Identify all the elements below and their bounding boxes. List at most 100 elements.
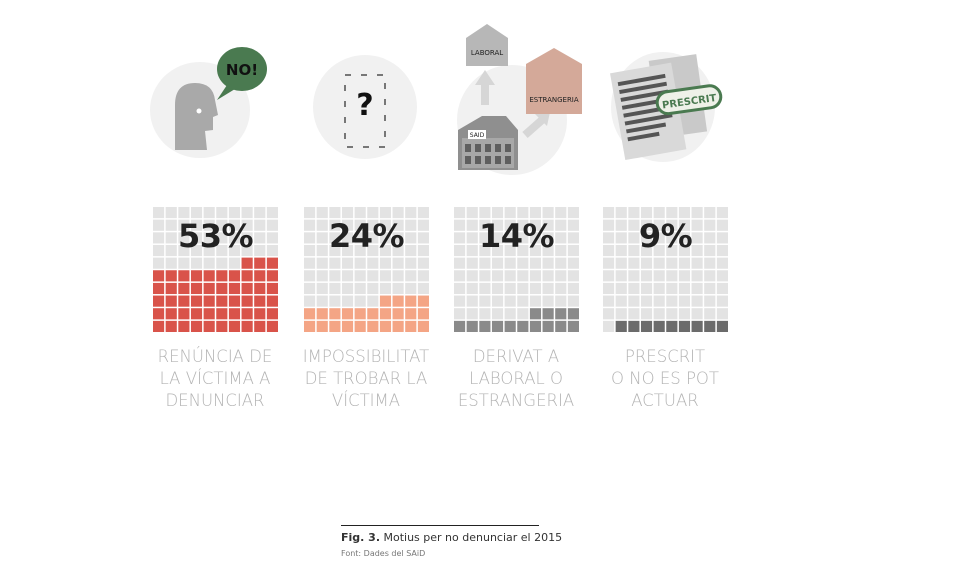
waffle-cell-empty (454, 207, 466, 219)
waffle-cell-empty (367, 207, 379, 219)
waffle-cell-empty (529, 232, 542, 244)
waffle-cell-empty (178, 257, 190, 269)
waffle-cell-empty (691, 219, 703, 231)
waffle-cell-empty (417, 257, 429, 269)
waffle-cell-filled (354, 308, 366, 320)
waffle-cell-filled (266, 282, 278, 295)
waffle-cell-empty (165, 232, 177, 244)
waffle-chart-derivat: 14% (454, 207, 579, 332)
waffle-cell-empty (504, 232, 516, 244)
waffle-cell-empty (304, 270, 316, 282)
waffle-cell-filled (178, 308, 190, 320)
waffle-cell-empty (640, 219, 653, 231)
waffle-cell-filled (266, 308, 278, 320)
waffle-cell-empty (228, 207, 241, 219)
waffle-cell-empty (517, 257, 529, 269)
waffle-cell-filled (517, 320, 529, 332)
waffle-cell-empty (704, 282, 716, 295)
waffle-cell-empty (704, 219, 716, 231)
value-label-impossibilitat: 24% (328, 217, 405, 255)
waffle-cell-empty (466, 282, 478, 295)
waffle-cell-empty (529, 244, 542, 257)
waffle-cell-empty (517, 270, 529, 282)
waffle-cell-empty (405, 282, 417, 295)
waffle-cell-empty (666, 207, 678, 219)
waffle-cell-filled (203, 320, 215, 332)
waffle-cell-filled (542, 308, 554, 320)
waffle-cell-empty (454, 257, 466, 269)
waffle-cell-empty (216, 207, 228, 219)
waffle-cell-empty (316, 219, 328, 231)
waffle-cell-filled (341, 308, 354, 320)
waffle-cell-filled (241, 282, 253, 295)
waffle-cell-empty (241, 232, 253, 244)
waffle-cell-filled (354, 320, 366, 332)
waffle-cell-empty (341, 270, 354, 282)
waffle-cell-empty (316, 270, 328, 282)
waffle-cell-empty (666, 219, 678, 231)
waffle-cell-filled (392, 320, 404, 332)
waffle-cell-empty (266, 207, 278, 219)
waffle-cell-empty (666, 270, 678, 282)
waffle-cell-empty (678, 257, 691, 269)
waffle-cell-empty (517, 244, 529, 257)
house-label-said: SAID (470, 132, 485, 139)
waffle-cell-filled (640, 320, 653, 332)
waffle-cell-empty (405, 244, 417, 257)
waffle-cell-empty (254, 244, 266, 257)
waffle-cell-empty (354, 257, 366, 269)
waffle-cell-filled (203, 270, 215, 282)
waffle-cell-filled (417, 295, 429, 307)
waffle-cell-empty (417, 270, 429, 282)
waffle-cell-empty (178, 244, 190, 257)
waffle-cell-empty (666, 232, 678, 244)
waffle-cell-empty (304, 257, 316, 269)
waffle-cell-filled (190, 295, 203, 307)
waffle-cell-empty (491, 270, 504, 282)
waffle-cell-filled (653, 320, 665, 332)
waffle-cell-empty (542, 257, 554, 269)
waffle-cell-empty (529, 282, 542, 295)
waffle-cell-filled (203, 282, 215, 295)
value-label-prescrit: 9% (638, 217, 693, 255)
waffle-cell-filled (178, 270, 190, 282)
waffle-cell-empty (165, 257, 177, 269)
waffle-cell-empty (329, 295, 341, 307)
waffle-cell-empty (567, 282, 579, 295)
waffle-cell-empty (678, 295, 691, 307)
figure-source: Font: Dades del SAiD (341, 549, 426, 558)
waffle-cell-empty (691, 257, 703, 269)
waffle-cell-empty (417, 282, 429, 295)
waffle-cell-empty (542, 232, 554, 244)
waffle-cell-empty (479, 308, 491, 320)
waffle-cell-filled (691, 320, 703, 332)
waffle-cell-empty (241, 207, 253, 219)
waffle-cell-empty (304, 244, 316, 257)
waffle-cell-empty (603, 308, 615, 320)
waffle-cell-filled (417, 320, 429, 332)
waffle-cell-empty (266, 219, 278, 231)
waffle-cell-filled (304, 320, 316, 332)
waffle-cell-empty (640, 282, 653, 295)
waffle-cell-empty (640, 308, 653, 320)
waffle-cell-empty (454, 282, 466, 295)
waffle-cell-empty (354, 232, 366, 244)
waffle-cell-empty (517, 308, 529, 320)
waffle-cell-filled (266, 270, 278, 282)
waffle-cell-empty (491, 282, 504, 295)
waffle-cell-empty (542, 219, 554, 231)
waffle-cell-empty (329, 207, 341, 219)
waffle-cell-empty (640, 232, 653, 244)
waffle-cell-filled (165, 320, 177, 332)
waffle-cell-filled (367, 320, 379, 332)
waffle-cell-filled (466, 320, 478, 332)
waffle-cell-empty (367, 282, 379, 295)
waffle-cell-filled (329, 320, 341, 332)
waffle-cell-filled (190, 282, 203, 295)
waffle-cell-filled (165, 270, 177, 282)
waffle-cell-empty (190, 219, 203, 231)
waffle-cell-empty (517, 219, 529, 231)
waffle-cell-empty (691, 207, 703, 219)
waffle-cell-empty (615, 219, 627, 231)
waffle-cell-empty (228, 219, 241, 231)
